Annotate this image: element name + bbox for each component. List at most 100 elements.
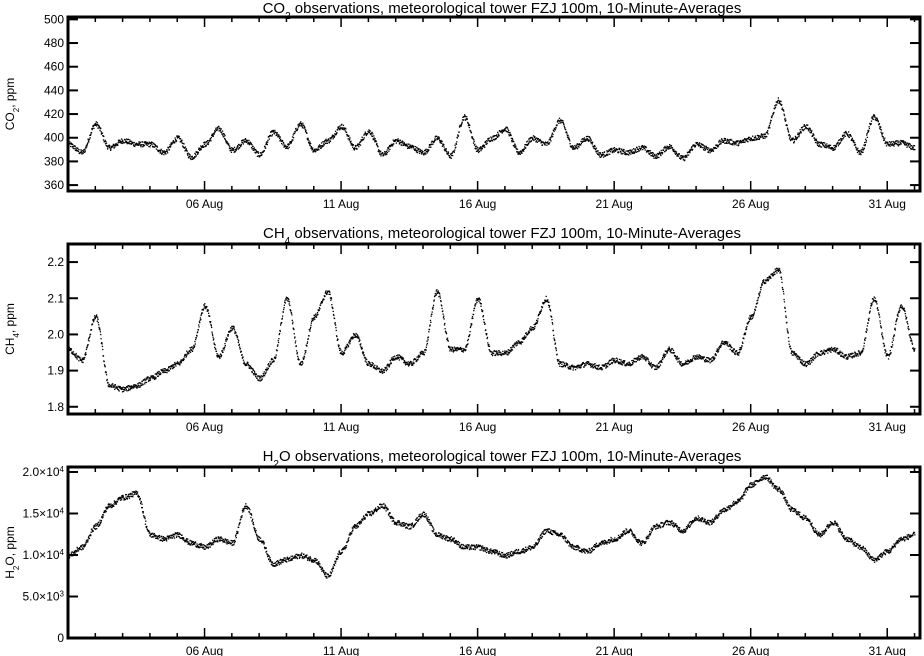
data-point — [265, 368, 268, 371]
data-point — [315, 316, 318, 318]
data-point — [353, 148, 355, 150]
data-point — [313, 314, 315, 317]
data-point — [744, 332, 747, 334]
data-point — [244, 138, 247, 140]
data-point — [353, 149, 356, 151]
data-point — [583, 363, 586, 365]
data-point — [335, 335, 338, 337]
data-point — [295, 340, 297, 342]
data-point — [415, 358, 417, 360]
data-point — [324, 141, 326, 143]
data-point — [731, 346, 733, 349]
data-point — [171, 366, 173, 368]
data-point — [108, 144, 110, 146]
data-point — [285, 147, 287, 150]
data-point — [794, 353, 796, 356]
data-point — [214, 346, 216, 349]
data-point — [594, 366, 596, 368]
data-point — [652, 155, 654, 158]
data-point — [331, 304, 333, 306]
data-point — [227, 334, 229, 336]
data-point — [885, 354, 888, 356]
data-point — [548, 306, 550, 308]
data-point — [733, 142, 735, 145]
data-point — [577, 145, 579, 147]
data-point — [873, 116, 875, 118]
data-point — [85, 146, 87, 148]
data-point — [256, 377, 258, 379]
data-point — [812, 356, 814, 358]
data-point — [751, 138, 753, 141]
data-point — [896, 140, 898, 142]
data-point — [885, 350, 887, 352]
data-point — [562, 361, 565, 363]
data-point — [120, 138, 123, 140]
data-point — [698, 356, 700, 359]
data-point — [448, 347, 451, 349]
data-point — [282, 315, 284, 317]
data-point — [913, 145, 916, 147]
data-point — [836, 349, 838, 352]
data-point — [562, 121, 564, 124]
data-point — [821, 350, 823, 352]
data-point — [686, 363, 688, 365]
data-point — [798, 358, 800, 360]
data-point — [894, 143, 897, 145]
data-point — [737, 351, 740, 354]
data-point — [103, 135, 105, 138]
data-point — [719, 345, 721, 348]
data-point — [268, 363, 270, 365]
data-point — [174, 363, 177, 365]
data-point — [839, 350, 841, 352]
data-point — [787, 337, 790, 339]
data-point — [319, 304, 322, 306]
data-point — [436, 289, 438, 291]
data-point — [485, 333, 487, 335]
data-point — [310, 147, 312, 149]
data-point — [240, 351, 242, 353]
data-point — [853, 356, 856, 358]
data-point — [633, 361, 636, 363]
data-point — [840, 355, 843, 357]
data-point — [830, 351, 832, 353]
data-point — [216, 127, 219, 129]
data-point — [337, 127, 339, 129]
data-point — [630, 153, 632, 155]
data-point — [484, 323, 486, 325]
data-point — [666, 351, 669, 353]
data-point — [90, 329, 93, 331]
data-point — [361, 139, 363, 142]
data-point — [841, 135, 844, 137]
data-point — [734, 353, 736, 355]
data-point — [138, 141, 140, 143]
data-point — [182, 359, 184, 362]
data-point — [169, 146, 172, 148]
data-point — [832, 349, 834, 351]
data-point — [231, 147, 233, 149]
data-point — [115, 142, 117, 145]
data-point — [764, 282, 766, 284]
data-point — [613, 360, 616, 362]
data-point — [838, 353, 841, 355]
data-point — [825, 145, 827, 147]
data-point — [628, 361, 630, 363]
data-point — [313, 149, 316, 151]
data-point — [537, 137, 539, 140]
data-point — [646, 357, 649, 359]
data-point — [110, 385, 112, 387]
data-point — [883, 345, 885, 348]
data-point — [375, 143, 378, 146]
data-point — [562, 120, 564, 122]
data-point — [358, 336, 360, 338]
data-point — [816, 352, 818, 354]
data-point — [744, 332, 746, 335]
data-point — [703, 356, 705, 358]
data-point — [811, 357, 813, 359]
data-point — [475, 150, 478, 153]
data-point — [698, 142, 701, 144]
data-point — [562, 123, 565, 125]
data-point — [675, 357, 677, 360]
data-point — [272, 129, 275, 132]
data-point — [487, 345, 490, 347]
data-point — [663, 354, 666, 356]
